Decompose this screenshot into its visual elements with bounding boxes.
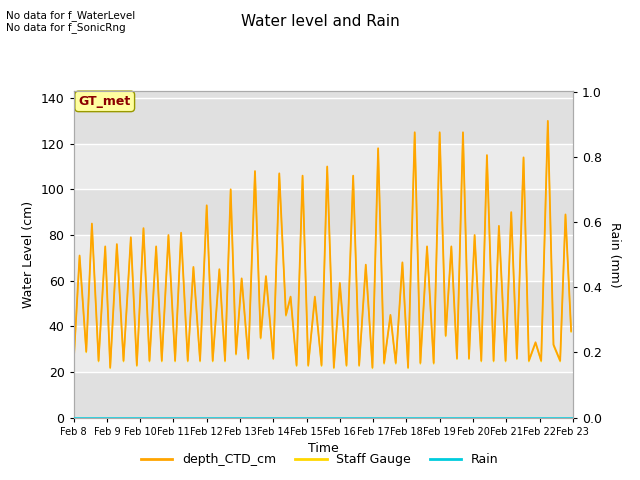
Bar — [74, 91, 573, 144]
Bar — [74, 326, 573, 372]
Bar — [74, 235, 573, 281]
Y-axis label: Water Level (cm): Water Level (cm) — [22, 201, 35, 308]
Text: No data for f_SonicRng: No data for f_SonicRng — [6, 22, 126, 33]
Y-axis label: Rain (mm): Rain (mm) — [608, 222, 621, 287]
Legend: depth_CTD_cm, Staff Gauge, Rain: depth_CTD_cm, Staff Gauge, Rain — [136, 448, 504, 471]
Bar — [74, 144, 573, 189]
Text: GT_met: GT_met — [79, 95, 131, 108]
X-axis label: Time: Time — [308, 442, 339, 455]
Text: No data for f_WaterLevel: No data for f_WaterLevel — [6, 10, 136, 21]
Bar — [74, 372, 573, 418]
Bar — [74, 189, 573, 235]
Text: Water level and Rain: Water level and Rain — [241, 14, 399, 29]
Bar — [74, 281, 573, 326]
